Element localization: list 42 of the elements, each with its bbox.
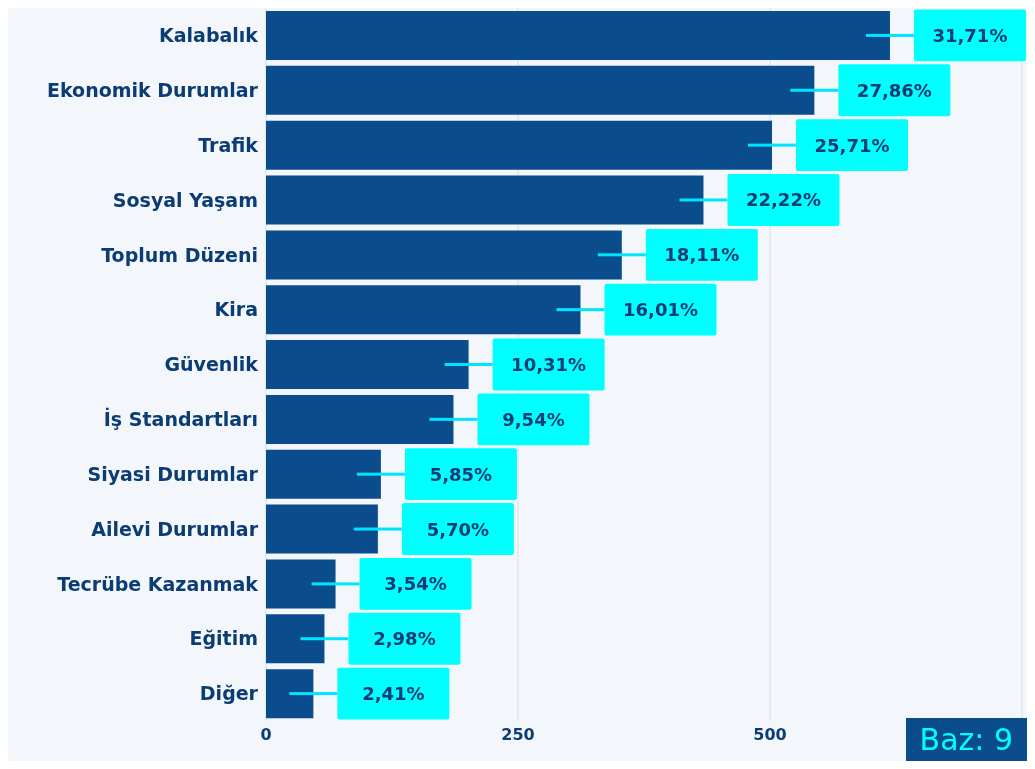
x-tick-label: 0 — [260, 725, 272, 745]
bar — [266, 65, 815, 115]
bar — [266, 340, 469, 390]
y-tick-label: Eğitim — [189, 627, 258, 650]
bar — [266, 285, 581, 335]
y-tick-label: Sosyal Yaşam — [112, 188, 258, 211]
annotation: 2,98% — [373, 628, 436, 650]
annotation: 5,70% — [426, 518, 490, 540]
annotation: 10,31% — [511, 354, 587, 375]
annotation: 27,86% — [856, 79, 932, 101]
y-tick-label: Kalabalık — [159, 24, 259, 47]
y-tick-label: Kira — [214, 298, 258, 321]
y-tick-label: Toplum Düzeni — [101, 243, 258, 266]
annotation: 16,01% — [623, 299, 698, 321]
annotation: 9,54% — [502, 408, 565, 430]
bar — [266, 614, 325, 664]
y-tick-label: Tecrübe Kazanmak — [57, 572, 259, 595]
y-tick-label: Ailevi Durumlar — [91, 517, 259, 540]
y-tick-label: Trafik — [198, 133, 259, 156]
bar — [266, 559, 336, 609]
y-tick-label: Diğer — [199, 682, 259, 705]
bar — [266, 175, 704, 225]
bar — [266, 449, 381, 499]
bar — [266, 504, 378, 554]
annotation: 25,71% — [814, 134, 890, 156]
annotation: 2,41% — [362, 683, 425, 705]
y-tick-label: Ekonomik Durumlar — [47, 79, 259, 102]
annotation: 18,11% — [664, 244, 740, 266]
text: Baz: 9 — [905, 718, 1027, 761]
annotation: 31,71% — [932, 24, 1008, 46]
y-tick-label: Güvenlik — [164, 353, 259, 376]
x-tick-label: 250 — [501, 725, 535, 745]
y-tick-label: İş Standartları — [103, 407, 258, 431]
annotation: 22,22% — [745, 189, 821, 211]
annotation: 3,54% — [384, 573, 447, 595]
y-tick-label: Siyasi Durumlar — [87, 462, 259, 485]
annotation: 5,85% — [429, 463, 493, 485]
bar — [266, 394, 454, 444]
x-tick-label: 500 — [753, 725, 787, 745]
bar — [266, 11, 890, 60]
bar — [266, 120, 773, 170]
bar — [266, 230, 622, 280]
